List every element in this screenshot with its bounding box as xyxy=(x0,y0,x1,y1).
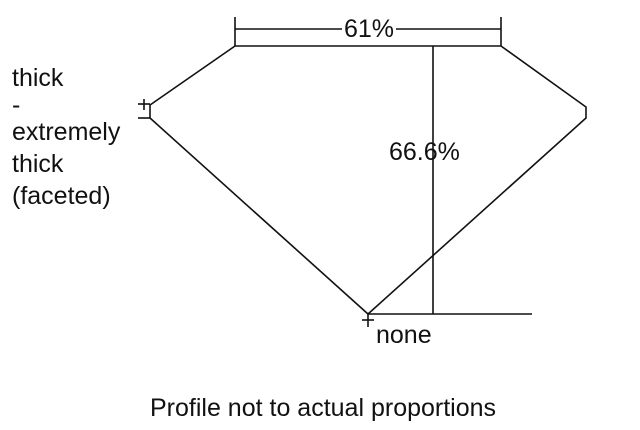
table-percent-label: 61% xyxy=(342,15,397,43)
girdle-label-line: thick xyxy=(12,64,64,92)
depth-percent-label: 66.6% xyxy=(389,138,460,166)
girdle-label-line: extremely xyxy=(12,118,121,146)
proportions-note: Profile not to actual proportions xyxy=(150,394,497,422)
girdle-label: thick - extremely thick (faceted) xyxy=(12,62,120,212)
girdle-label-line: thick xyxy=(12,150,64,178)
gem-outline xyxy=(149,45,587,316)
culet-label: none xyxy=(376,321,432,349)
girdle-label-line: - xyxy=(12,91,21,119)
girdle-label-line: (faceted) xyxy=(12,182,111,210)
